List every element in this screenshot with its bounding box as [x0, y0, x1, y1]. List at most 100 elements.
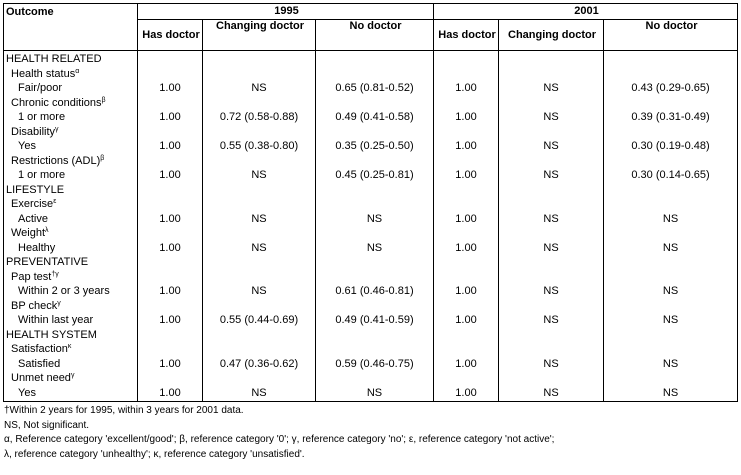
row-label-text: HEALTH RELATED — [6, 53, 102, 65]
section-label: LIFESTYLE — [3, 182, 138, 197]
table-cell: NS — [202, 240, 316, 255]
table-cell: 1.00 — [433, 356, 500, 371]
footnote-marker: †γ — [51, 270, 59, 278]
table-cell: 1.00 — [433, 168, 500, 183]
row-label-text: Yes — [18, 386, 36, 399]
table-row: 1 or more 1.00 0.72 (0.58-0.88) 0.49 (0.41-… — [3, 110, 739, 125]
table-cell: NS — [498, 211, 605, 226]
table-cell — [202, 269, 316, 284]
table-cell — [314, 153, 435, 168]
footnote: NS, Not significant. — [4, 419, 90, 431]
table-cell — [137, 124, 203, 139]
table-row: Within last year 1.00 0.55 (0.44-0.69) 0.49… — [3, 313, 739, 328]
table-cell — [433, 342, 500, 357]
table-cell: 0.49 (0.41-0.58) — [314, 110, 435, 125]
row-label-text: Yes — [18, 140, 36, 152]
row-label-text: Active — [18, 212, 48, 225]
variable-row: Exerciseε — [3, 197, 739, 212]
table-cell — [202, 182, 316, 197]
variable-row: Unmet needγ — [3, 371, 739, 386]
variable-label: Weightλ — [3, 226, 138, 241]
table-cell: 0.45 (0.25-0.81) — [314, 168, 435, 183]
category-label: Fair/poor — [3, 81, 138, 96]
table-cell: NS — [498, 110, 605, 125]
table-cell: NS — [603, 240, 739, 255]
table-cell: 0.72 (0.58-0.88) — [202, 110, 316, 125]
table-cell: NS — [498, 139, 605, 154]
table-cell — [202, 226, 316, 241]
table-cell — [137, 182, 203, 197]
section-row: LIFESTYLE — [3, 182, 739, 197]
table-cell: NS — [314, 240, 435, 255]
table-cell — [314, 226, 435, 241]
table-cell — [603, 371, 739, 386]
table-cell: 1.00 — [137, 356, 203, 371]
table-cell — [498, 298, 605, 313]
table-cell — [603, 124, 739, 139]
table-cell — [314, 327, 435, 342]
row-label-text: Pap test — [11, 270, 52, 283]
table-cell — [498, 66, 605, 81]
variable-row: Chronic conditionsβ — [3, 95, 739, 110]
footnote-marker: γ — [57, 299, 61, 307]
table-cell — [498, 226, 605, 241]
table-cell — [433, 269, 500, 284]
row-label-text: Chronic conditions — [11, 96, 102, 109]
table-cell — [314, 371, 435, 386]
row-label-text: Health status — [11, 67, 76, 80]
table-cell: 0.55 (0.38-0.80) — [202, 139, 316, 154]
variable-label: Satisfactionκ — [3, 342, 138, 357]
table-cell — [603, 298, 739, 313]
col-header-no-doctor-2001: No doctor — [603, 19, 739, 51]
table-cell: 1.00 — [137, 139, 203, 154]
footnote-marker: κ — [67, 343, 72, 350]
table-cell — [603, 255, 739, 270]
table-cell: 0.61 (0.46-0.81) — [314, 284, 435, 299]
outcome-header: Outcome — [3, 3, 138, 51]
header-row-years: Outcome 1995 2001 — [3, 3, 739, 51]
table-cell — [433, 327, 500, 342]
table-cell: NS — [498, 240, 605, 255]
table-cell — [433, 50, 500, 67]
table-row: Yes 1.00 NS NS 1.00 NS NS — [3, 385, 739, 402]
variable-label: Restrictions (ADL)β — [3, 153, 138, 168]
table-cell: NS — [498, 81, 605, 96]
table-cell: 1.00 — [137, 110, 203, 125]
table-cell — [314, 298, 435, 313]
row-label-text: Weight — [11, 227, 46, 239]
table-cell: 1.00 — [433, 211, 500, 226]
table-cell — [137, 342, 203, 357]
footnote-marker: α — [75, 67, 80, 75]
table-cell: 1.00 — [137, 313, 203, 328]
variable-row: Restrictions (ADL)β — [3, 153, 739, 168]
table-cell: 1.00 — [137, 211, 203, 226]
row-label-text: Healthy — [18, 241, 56, 254]
variable-row: Pap test†γ — [3, 269, 739, 284]
category-label: Within 2 or 3 years — [3, 284, 138, 299]
table-cell — [433, 182, 500, 197]
table-cell — [603, 327, 739, 342]
table-cell — [603, 50, 739, 67]
table-cell: NS — [202, 81, 316, 96]
table-cell — [433, 153, 500, 168]
table-cell: 1.00 — [433, 313, 500, 328]
table-cell: 1.00 — [137, 385, 203, 402]
footnote-marker: ε — [53, 198, 57, 205]
category-label: Yes — [3, 385, 138, 402]
table-cell — [314, 50, 435, 67]
table-cell: NS — [202, 168, 316, 183]
variable-row: Satisfactionκ — [3, 342, 739, 357]
table-cell — [202, 95, 316, 110]
table-cell: 1.00 — [137, 284, 203, 299]
row-label-text: 1 or more — [18, 111, 66, 123]
table-cell — [498, 197, 605, 212]
table-cell — [433, 255, 500, 270]
table-row: Active 1.00 NS NS 1.00 NS NS — [3, 211, 739, 226]
table-cell: NS — [202, 211, 316, 226]
row-label-text: Restrictions (ADL) — [11, 154, 101, 167]
table-cell — [202, 153, 316, 168]
table-cell: 1.00 — [433, 81, 500, 96]
variable-row: BP checkγ — [3, 298, 739, 313]
table-cell — [137, 327, 203, 342]
table-cell: 1.00 — [433, 139, 500, 154]
